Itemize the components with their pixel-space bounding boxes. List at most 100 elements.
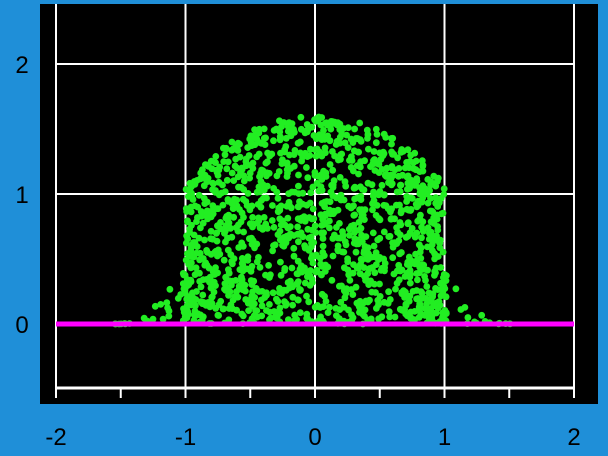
data-point [316, 254, 324, 262]
data-point [219, 201, 227, 209]
data-point [276, 117, 283, 125]
data-point [203, 161, 211, 169]
data-point [419, 162, 427, 170]
data-point [223, 145, 230, 153]
data-point [437, 279, 444, 287]
data-point [281, 148, 288, 156]
data-point [407, 314, 415, 321]
data-point [442, 293, 450, 301]
data-point [258, 302, 266, 310]
data-point [353, 299, 361, 307]
data-point [429, 290, 437, 298]
data-point [238, 260, 246, 267]
data-point [362, 233, 370, 241]
data-point [336, 282, 343, 290]
data-point [346, 157, 353, 164]
data-point [238, 164, 246, 172]
data-point [201, 236, 208, 244]
data-point [269, 202, 276, 209]
data-point [212, 159, 219, 167]
data-point [344, 144, 352, 152]
data-point [354, 265, 362, 272]
data-point [209, 179, 217, 187]
data-point [341, 264, 348, 272]
data-point [406, 158, 414, 165]
data-point [248, 240, 256, 248]
data-point [439, 209, 447, 217]
data-point [361, 243, 369, 250]
data-point [402, 233, 410, 241]
data-point [274, 194, 282, 202]
data-point [246, 235, 253, 243]
data-point [303, 164, 310, 171]
data-point [357, 163, 364, 171]
data-point [257, 169, 264, 177]
data-point [421, 273, 428, 280]
data-point [423, 283, 431, 290]
data-point [244, 253, 252, 261]
data-point [165, 312, 173, 320]
data-point [368, 288, 376, 296]
data-point [372, 125, 380, 133]
data-point [244, 190, 252, 197]
data-point [398, 207, 406, 214]
data-point [219, 305, 227, 313]
data-point [385, 179, 392, 187]
data-point [274, 298, 282, 305]
data-point [389, 254, 397, 262]
data-point [361, 216, 368, 224]
data-point [246, 174, 254, 182]
data-point [417, 310, 425, 318]
data-point [187, 244, 195, 252]
data-point [275, 168, 283, 175]
data-point [413, 229, 421, 237]
data-point [420, 261, 428, 269]
data-point [192, 264, 200, 272]
data-point [221, 188, 229, 196]
data-point [184, 218, 191, 226]
data-point [230, 213, 238, 221]
data-point [234, 227, 242, 235]
x-axis-ticks: -2 -1 0 1 2 [45, 424, 580, 451]
data-point [391, 313, 399, 321]
data-point [371, 167, 379, 174]
data-point [405, 297, 413, 305]
data-point [312, 229, 320, 236]
data-point [265, 262, 272, 269]
data-point [278, 123, 285, 130]
data-point [140, 314, 148, 322]
data-point [263, 307, 270, 314]
y-axis-ticks: 0 1 2 [15, 52, 28, 339]
data-point [426, 229, 433, 237]
data-point [209, 202, 217, 210]
data-point [370, 242, 378, 250]
data-point [187, 203, 195, 211]
data-point [388, 205, 395, 213]
data-point [285, 190, 293, 198]
data-point [404, 261, 412, 268]
data-point [282, 134, 290, 142]
data-point [393, 224, 400, 232]
data-point [363, 126, 371, 134]
data-point [304, 273, 311, 280]
data-point [240, 213, 247, 221]
data-point [253, 188, 261, 196]
data-point [372, 139, 380, 147]
data-point [387, 215, 395, 223]
data-point [376, 293, 384, 300]
data-point [186, 229, 194, 236]
data-point [197, 208, 205, 215]
data-point [294, 278, 302, 285]
data-point [336, 120, 344, 128]
data-point [352, 248, 360, 256]
data-point [388, 135, 395, 142]
data-point [424, 224, 432, 232]
data-point [197, 224, 204, 232]
x-tick-label: -2 [45, 424, 66, 451]
data-point [231, 195, 238, 203]
data-point [355, 218, 363, 226]
data-point [286, 284, 293, 292]
data-point [157, 301, 165, 308]
data-point [396, 305, 404, 313]
data-point [358, 256, 365, 264]
